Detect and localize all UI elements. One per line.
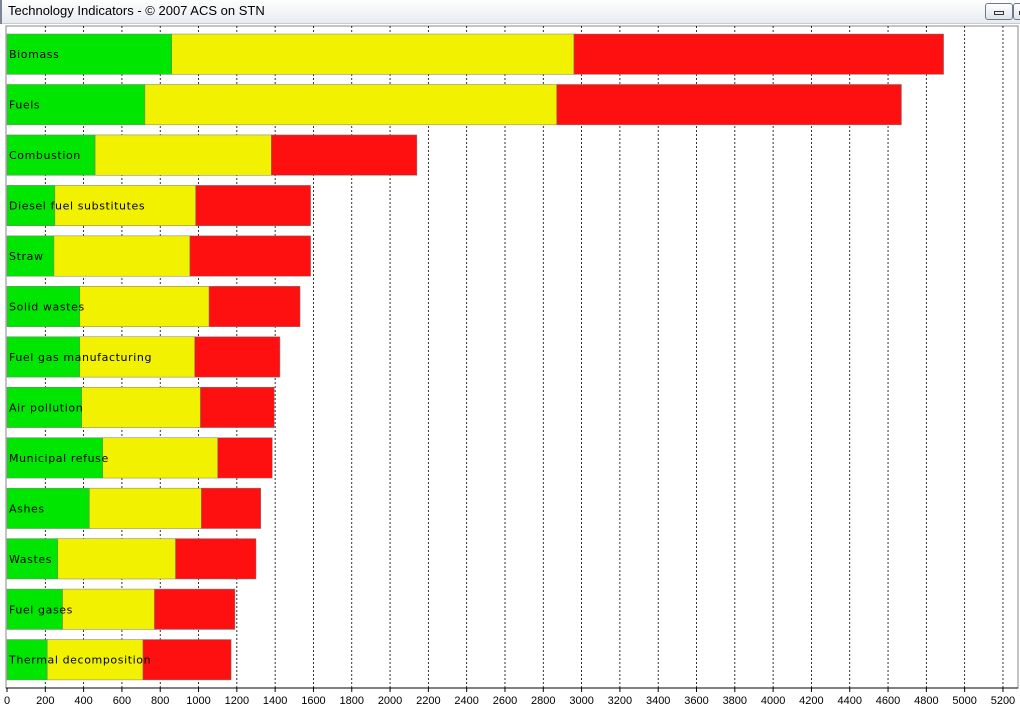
bar-fuel-gases-segment-1 xyxy=(6,588,63,630)
category-label: Ashes xyxy=(9,502,45,515)
bar-fuel-gases-segment-3 xyxy=(154,588,236,630)
bar-biomass-segment-2 xyxy=(171,33,575,75)
minimize-button[interactable] xyxy=(985,3,1013,20)
category-label: Municipal refuse xyxy=(9,452,109,465)
x-tick-label: 2400 xyxy=(454,695,478,707)
stacked-bar-chart: Biomass Fuels Combustion Diesel fuel substi… xyxy=(4,25,1019,707)
x-tick-label: 4400 xyxy=(837,695,861,707)
bar-fuel-gas-manufacturing-segment-1 xyxy=(6,336,81,378)
x-tick-label: 3800 xyxy=(723,695,747,707)
category-label: Diesel fuel substitutes xyxy=(9,200,145,213)
x-tick-label: 200 xyxy=(36,695,54,707)
x-tick-label: 400 xyxy=(74,695,92,707)
x-tick-label: 1800 xyxy=(340,695,364,707)
bar-fuels-segment-1 xyxy=(6,84,146,126)
bar-straw-segment-3 xyxy=(189,235,311,277)
x-tick-label: 5200 xyxy=(991,695,1015,707)
x-tick-label: 4000 xyxy=(761,695,785,707)
x-tick-label: 1600 xyxy=(301,695,325,707)
minimize-icon xyxy=(994,11,1004,15)
bar-diesel-fuel-substitutes-segment-3 xyxy=(195,185,311,227)
category-label: Solid wastes xyxy=(9,300,85,313)
x-tick-label: 600 xyxy=(113,695,131,707)
category-label: Fuel gases xyxy=(9,603,73,616)
x-tick-label: 0 xyxy=(4,695,10,707)
bar-ashes-segment-3 xyxy=(201,487,262,529)
bar-fuel-gases-segment-2 xyxy=(62,588,155,630)
category-label: Air pollution xyxy=(9,401,83,414)
bar-wastes-segment-1 xyxy=(6,538,59,580)
x-tick-label: 3200 xyxy=(608,695,632,707)
chart-area: Biomass Fuels Combustion Diesel fuel substi… xyxy=(0,24,1020,715)
x-tick-label: 2600 xyxy=(493,695,517,707)
category-label: Fuels xyxy=(9,99,40,112)
bar-air-pollution-segment-1 xyxy=(6,386,82,428)
x-tick-label: 1000 xyxy=(186,695,210,707)
bar-thermal-decomposition-segment-3 xyxy=(142,639,232,681)
bar-straw-segment-2 xyxy=(53,235,191,277)
category-label: Fuel gas manufacturing xyxy=(9,351,152,364)
x-tick-label: 4200 xyxy=(799,695,823,707)
bar-combustion-segment-2 xyxy=(94,134,272,176)
category-label: Straw xyxy=(9,250,44,263)
category-label: Wastes xyxy=(9,553,52,566)
x-tick-label: 800 xyxy=(151,695,169,707)
category-label: Thermal decomposition xyxy=(8,654,151,667)
category-label: Biomass xyxy=(9,48,59,61)
bar-combustion-segment-3 xyxy=(271,134,418,176)
bar-wastes-segment-2 xyxy=(57,538,176,580)
bar-ashes-segment-2 xyxy=(89,487,202,529)
bar-fuels-segment-3 xyxy=(556,84,902,126)
bar-ashes-segment-1 xyxy=(6,487,90,529)
bar-solid-wastes-segment-2 xyxy=(79,286,210,327)
x-tick-label: 4800 xyxy=(914,695,938,707)
window-title: Technology Indicators - © 2007 ACS on ST… xyxy=(8,3,265,18)
x-tick-label: 3400 xyxy=(646,695,670,707)
bar-municipal-refuse-segment-1 xyxy=(6,437,104,479)
window-edge xyxy=(0,0,2,24)
bar-thermal-decomposition-segment-2 xyxy=(46,639,144,681)
window-titlebar: Technology Indicators - © 2007 ACS on ST… xyxy=(0,0,1020,24)
x-tick-label: 2000 xyxy=(378,695,402,707)
bar-biomass-segment-1 xyxy=(6,33,172,75)
bar-air-pollution-segment-3 xyxy=(200,386,275,428)
bar-biomass-segment-3 xyxy=(573,33,944,75)
bar-diesel-fuel-substitutes-segment-2 xyxy=(54,185,196,227)
x-tick-label: 2800 xyxy=(531,695,555,707)
bar-fuels-segment-2 xyxy=(144,84,557,126)
maximize-button[interactable] xyxy=(1013,3,1020,20)
x-tick-label: 3000 xyxy=(569,695,593,707)
x-tick-label: 1400 xyxy=(263,695,287,707)
x-tick-label: 5000 xyxy=(952,695,976,707)
bar-thermal-decomposition-segment-1 xyxy=(6,639,48,681)
bar-fuel-gas-manufacturing-segment-3 xyxy=(194,336,281,378)
x-tick-label: 2200 xyxy=(416,695,440,707)
x-tick-label: 3600 xyxy=(684,695,708,707)
bar-fuel-gas-manufacturing-segment-2 xyxy=(79,336,195,378)
category-label: Combustion xyxy=(9,149,81,162)
bar-solid-wastes-segment-1 xyxy=(6,286,81,327)
x-tick-label: 4600 xyxy=(876,695,900,707)
bar-air-pollution-segment-2 xyxy=(81,386,201,428)
bar-municipal-refuse-segment-2 xyxy=(102,437,218,479)
bar-wastes-segment-3 xyxy=(175,538,257,580)
x-tick-label: 1200 xyxy=(225,695,249,707)
bar-solid-wastes-segment-3 xyxy=(208,286,301,327)
bar-municipal-refuse-segment-3 xyxy=(217,437,273,479)
